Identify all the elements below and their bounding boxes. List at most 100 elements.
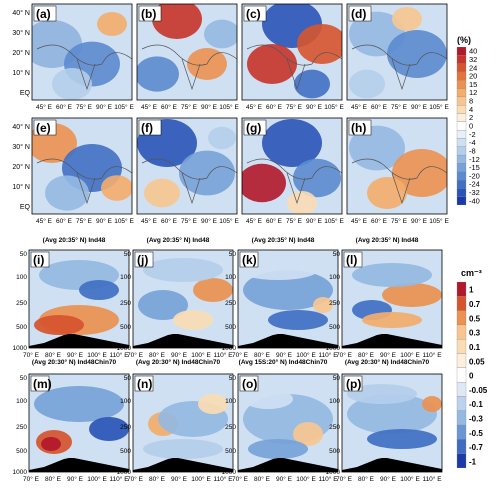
cross-section-panel: (Avg 20:30° N) Ind48Chin70(p)50100250500… [326, 358, 443, 483]
map-x-tick-label: 90° E [96, 217, 113, 225]
cross-section-y-tick: 500 [16, 448, 27, 455]
cross-section-patch [248, 439, 308, 459]
cross-section-y-tick: 100 [225, 398, 236, 405]
map-x-tick-label: 60° E [56, 217, 73, 225]
panel-label: (a) [36, 7, 51, 21]
cross-section-patch [243, 389, 293, 409]
cross-section-x-tick: 110° E [213, 351, 233, 359]
map-x-tick-label: 45° E [246, 217, 263, 225]
cross-section-y-tick: 1000 [13, 345, 28, 352]
cross-section-y-tick: 1000 [326, 469, 341, 476]
map-x-tick-label: 75° E [286, 103, 303, 111]
cross-section-y-tick: 100 [120, 274, 131, 281]
cross-section-x-tick: 70° E [232, 475, 249, 483]
colorbar-bottom: cm⁻³ 1 0.7 0.5 0.3 0.1 0.05 0 -0.05 -0.1 -0.3 -0.5… [455, 268, 500, 468]
cross-section-y-tick: 50 [333, 251, 341, 258]
cross-section-panel: (Avg 20:30° N) Ind48Chin70(n)50100250500… [117, 358, 234, 483]
cross-section-y-tick: 50 [20, 251, 28, 258]
colorbar-top-swatch [457, 122, 466, 130]
cross-section-y-tick: 1000 [117, 469, 132, 476]
cross-section-patch [367, 429, 437, 449]
map-panels-svg: (a)40° N30° N20° N10° NEQ45° E 60° E 75° E… [0, 0, 460, 225]
cross-section-y-tick: 50 [124, 251, 132, 258]
cross-section-title: (Avg 20:35° N) Ind48 [147, 236, 210, 244]
panel-label: (b) [141, 7, 156, 21]
cross-section-x-tick: 110° E [213, 475, 233, 483]
map-x-tick-label: 75° E [391, 217, 408, 225]
cross-section-y-tick: 250 [16, 424, 27, 431]
map-y-tick-label: 40° N [12, 123, 30, 131]
map-y-tick-label: EQ [20, 90, 31, 97]
panel-label: (i) [33, 253, 44, 267]
cross-section-x-tick: 110° E [422, 475, 442, 483]
colorbar-top-swatch [457, 138, 466, 146]
colorbar-top-swatch [457, 180, 466, 188]
map-panel: (f)45° E 60° E 75° E 90° E 105° E [137, 118, 239, 225]
map-field-patch [287, 191, 317, 215]
cross-section-patch [34, 315, 84, 335]
cross-section-y-tick: 250 [16, 300, 27, 307]
colorbar-top-swatch [457, 89, 466, 97]
map-x-tick-label: 90° E [201, 103, 218, 111]
map-field-patch [208, 127, 236, 149]
cross-section-y-tick: 100 [329, 274, 340, 281]
cross-section-y-tick: 500 [329, 324, 340, 331]
map-panel: (e) 40° N 30° N 20° N 10° N EQ 45° E 60° E 75° E… [12, 118, 134, 225]
map-x-tick-label: 105° E [429, 217, 449, 225]
map-x-tick-label: 45° E [36, 217, 53, 225]
map-x-tick-label: 60° E [56, 103, 73, 111]
colorbar-top-swatch [457, 147, 466, 155]
cross-section-patch [143, 439, 223, 459]
cross-section-x-tick: 90° E [171, 475, 188, 483]
cross-section-y-tick: 1000 [222, 345, 237, 352]
cross-section-y-tick: 500 [329, 448, 340, 455]
cross-section-x-tick: 70° E [232, 351, 249, 359]
map-panel-grid: (a) 40° N 30° N 20° N 10° N EQ 45° E 60° E 75° E… [0, 0, 460, 225]
colorbar-bottom-swatch [457, 325, 466, 339]
panel-label: (j) [137, 253, 148, 267]
map-field-patch [297, 24, 347, 64]
map-x-tick-label: 60° E [161, 217, 178, 225]
colorbar-top-swatch [457, 197, 466, 205]
map-panel: (h)45° E 60° E 75° E 90° E 105° E [347, 118, 452, 225]
panel-label: (g) [246, 121, 261, 135]
cross-section-y-tick: 250 [225, 300, 236, 307]
cross-section-x-tick: 100° E [296, 351, 316, 359]
map-x-tick-label: 60° E [371, 103, 388, 111]
colorbar-top: (%) 40 32 24 20 15 12 8 4 2 0 -2 -4 -8 -12 -15 -20 -24 -3… [455, 35, 500, 205]
cross-section-patch [352, 263, 432, 287]
colorbar-top-swatch [457, 72, 466, 80]
map-field-patch [392, 7, 422, 31]
map-y-tick-label: 30° N [12, 29, 30, 37]
cross-section-y-tick: 50 [333, 375, 341, 382]
panel-label: (l) [346, 253, 357, 267]
colorbar-top-swatch [457, 80, 466, 88]
map-field-patch [135, 56, 179, 91]
map-x-tick-label: 45° E [246, 103, 263, 111]
colorbar-bottom-tick: -0.1 [469, 400, 483, 409]
cross-section-x-tick: 70° E [23, 351, 40, 359]
map-panel: (b)45° E 60° E 75° E 90° E 105° E [135, 0, 240, 111]
map-field-patch [97, 12, 127, 36]
cross-section-x-tick: 100° E [191, 475, 211, 483]
cross-section-y-tick: 50 [229, 375, 237, 382]
map-y-tick-label: 10° N [12, 183, 30, 191]
cross-section-x-tick: 100° E [87, 475, 107, 483]
map-x-tick-label: 60° E [161, 103, 178, 111]
map-panel: (c)45° E 60° E 75° E 90° E 105° E [242, 0, 347, 111]
map-x-tick-label: 60° E [371, 217, 388, 225]
cross-section-patch [193, 278, 233, 302]
map-x-tick-label: 105° E [429, 103, 449, 111]
colorbar-top-swatch [457, 97, 466, 105]
colorbar-top-swatch [457, 172, 466, 180]
cross-section-x-tick: 90° E [67, 351, 84, 359]
panel-label: (h) [351, 121, 366, 135]
panel-label: (k) [242, 253, 257, 267]
map-field-patch [45, 175, 89, 210]
colorbar-bottom-tick: 0 [469, 372, 474, 381]
cross-section-panel: (Avg 20:35° N) Ind48(i)50100250500100070… [13, 236, 130, 359]
colorbar-top-swatch [457, 163, 466, 171]
cross-section-x-tick: 90° E [67, 475, 84, 483]
colorbar-bottom-tick: 0.3 [469, 329, 481, 338]
map-field-patch [247, 44, 297, 84]
